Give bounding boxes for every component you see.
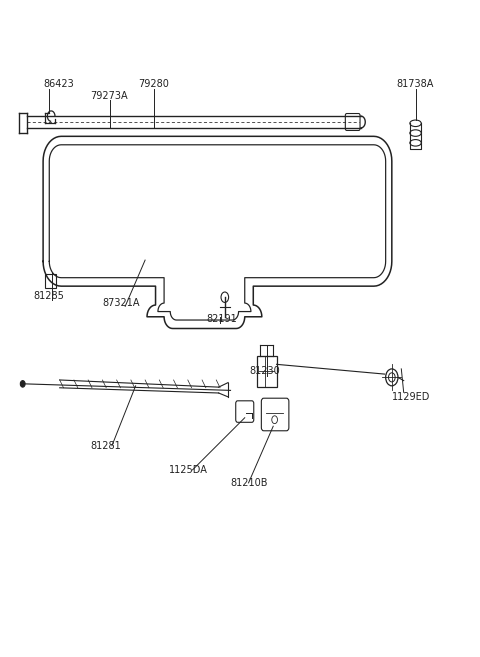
Text: 82191: 82191 — [207, 314, 238, 324]
Text: 81210B: 81210B — [230, 478, 268, 488]
Ellipse shape — [410, 139, 421, 146]
Text: 81230: 81230 — [250, 366, 280, 376]
Bar — [257, 356, 276, 387]
Text: 81281: 81281 — [91, 441, 121, 451]
Text: 81285: 81285 — [34, 291, 64, 301]
Text: 1125DA: 1125DA — [169, 465, 208, 475]
Ellipse shape — [410, 120, 421, 127]
Text: 81738A: 81738A — [396, 79, 434, 89]
Text: 79273A: 79273A — [91, 91, 128, 101]
Circle shape — [20, 380, 25, 387]
Bar — [46, 274, 56, 288]
Text: 79280: 79280 — [138, 79, 169, 89]
Ellipse shape — [410, 130, 421, 136]
Text: 86423: 86423 — [43, 79, 74, 89]
Text: 87321A: 87321A — [102, 298, 140, 307]
Text: 1129ED: 1129ED — [392, 392, 430, 402]
